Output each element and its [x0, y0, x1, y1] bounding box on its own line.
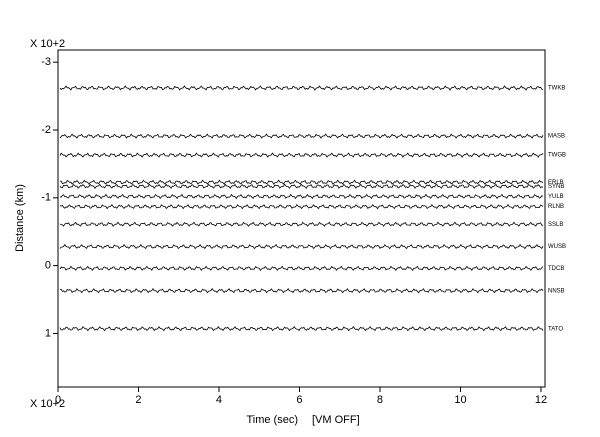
trace	[59, 221, 544, 227]
y-tick-label: -3	[41, 56, 51, 68]
trace	[59, 203, 544, 210]
x-tick-label: 6	[296, 394, 302, 406]
station-label: YULB	[548, 194, 564, 200]
x-tick-label: 8	[377, 394, 383, 406]
station-label: SSLB	[548, 222, 563, 228]
y-tick-label: -1	[41, 192, 51, 204]
x-tick-label: 0	[55, 394, 61, 406]
trace	[59, 265, 544, 272]
station-label: MASB	[548, 134, 565, 140]
station-label: ERLB	[548, 180, 564, 186]
x-tick-label: 4	[216, 394, 222, 406]
annotation: [VM OFF]	[312, 414, 360, 426]
y-tick-label: 0	[45, 260, 51, 272]
station-label: TWKB	[548, 86, 565, 92]
y-tick-label: -2	[41, 124, 51, 136]
x-tick-label: 10	[454, 394, 466, 406]
y-multiplier: X 10+2	[30, 38, 65, 50]
station-label: TDCB	[548, 266, 564, 272]
trace	[59, 287, 544, 294]
trace	[60, 179, 544, 185]
x-tick-label: 12	[535, 394, 547, 406]
plot-frame	[57, 49, 546, 388]
y-axis-label: Distance (km)	[14, 184, 26, 252]
trace	[59, 243, 544, 250]
trace	[59, 152, 544, 158]
x-tick-label: 2	[135, 394, 141, 406]
station-label: NNSB	[548, 288, 565, 294]
x-axis-label: Time (sec)	[246, 414, 298, 426]
station-label: SYNB	[548, 184, 564, 190]
trace	[59, 133, 544, 139]
station-label: TWGB	[548, 153, 566, 159]
trace	[59, 193, 544, 200]
trace	[59, 325, 544, 332]
trace	[59, 183, 544, 190]
station-label: WUSB	[548, 244, 566, 250]
trace	[59, 85, 544, 91]
y-tick-label: 1	[45, 327, 51, 339]
station-label: RLNB	[548, 204, 564, 210]
x-multiplier: X 10+2	[30, 398, 65, 410]
station-label: TATO	[548, 326, 563, 332]
